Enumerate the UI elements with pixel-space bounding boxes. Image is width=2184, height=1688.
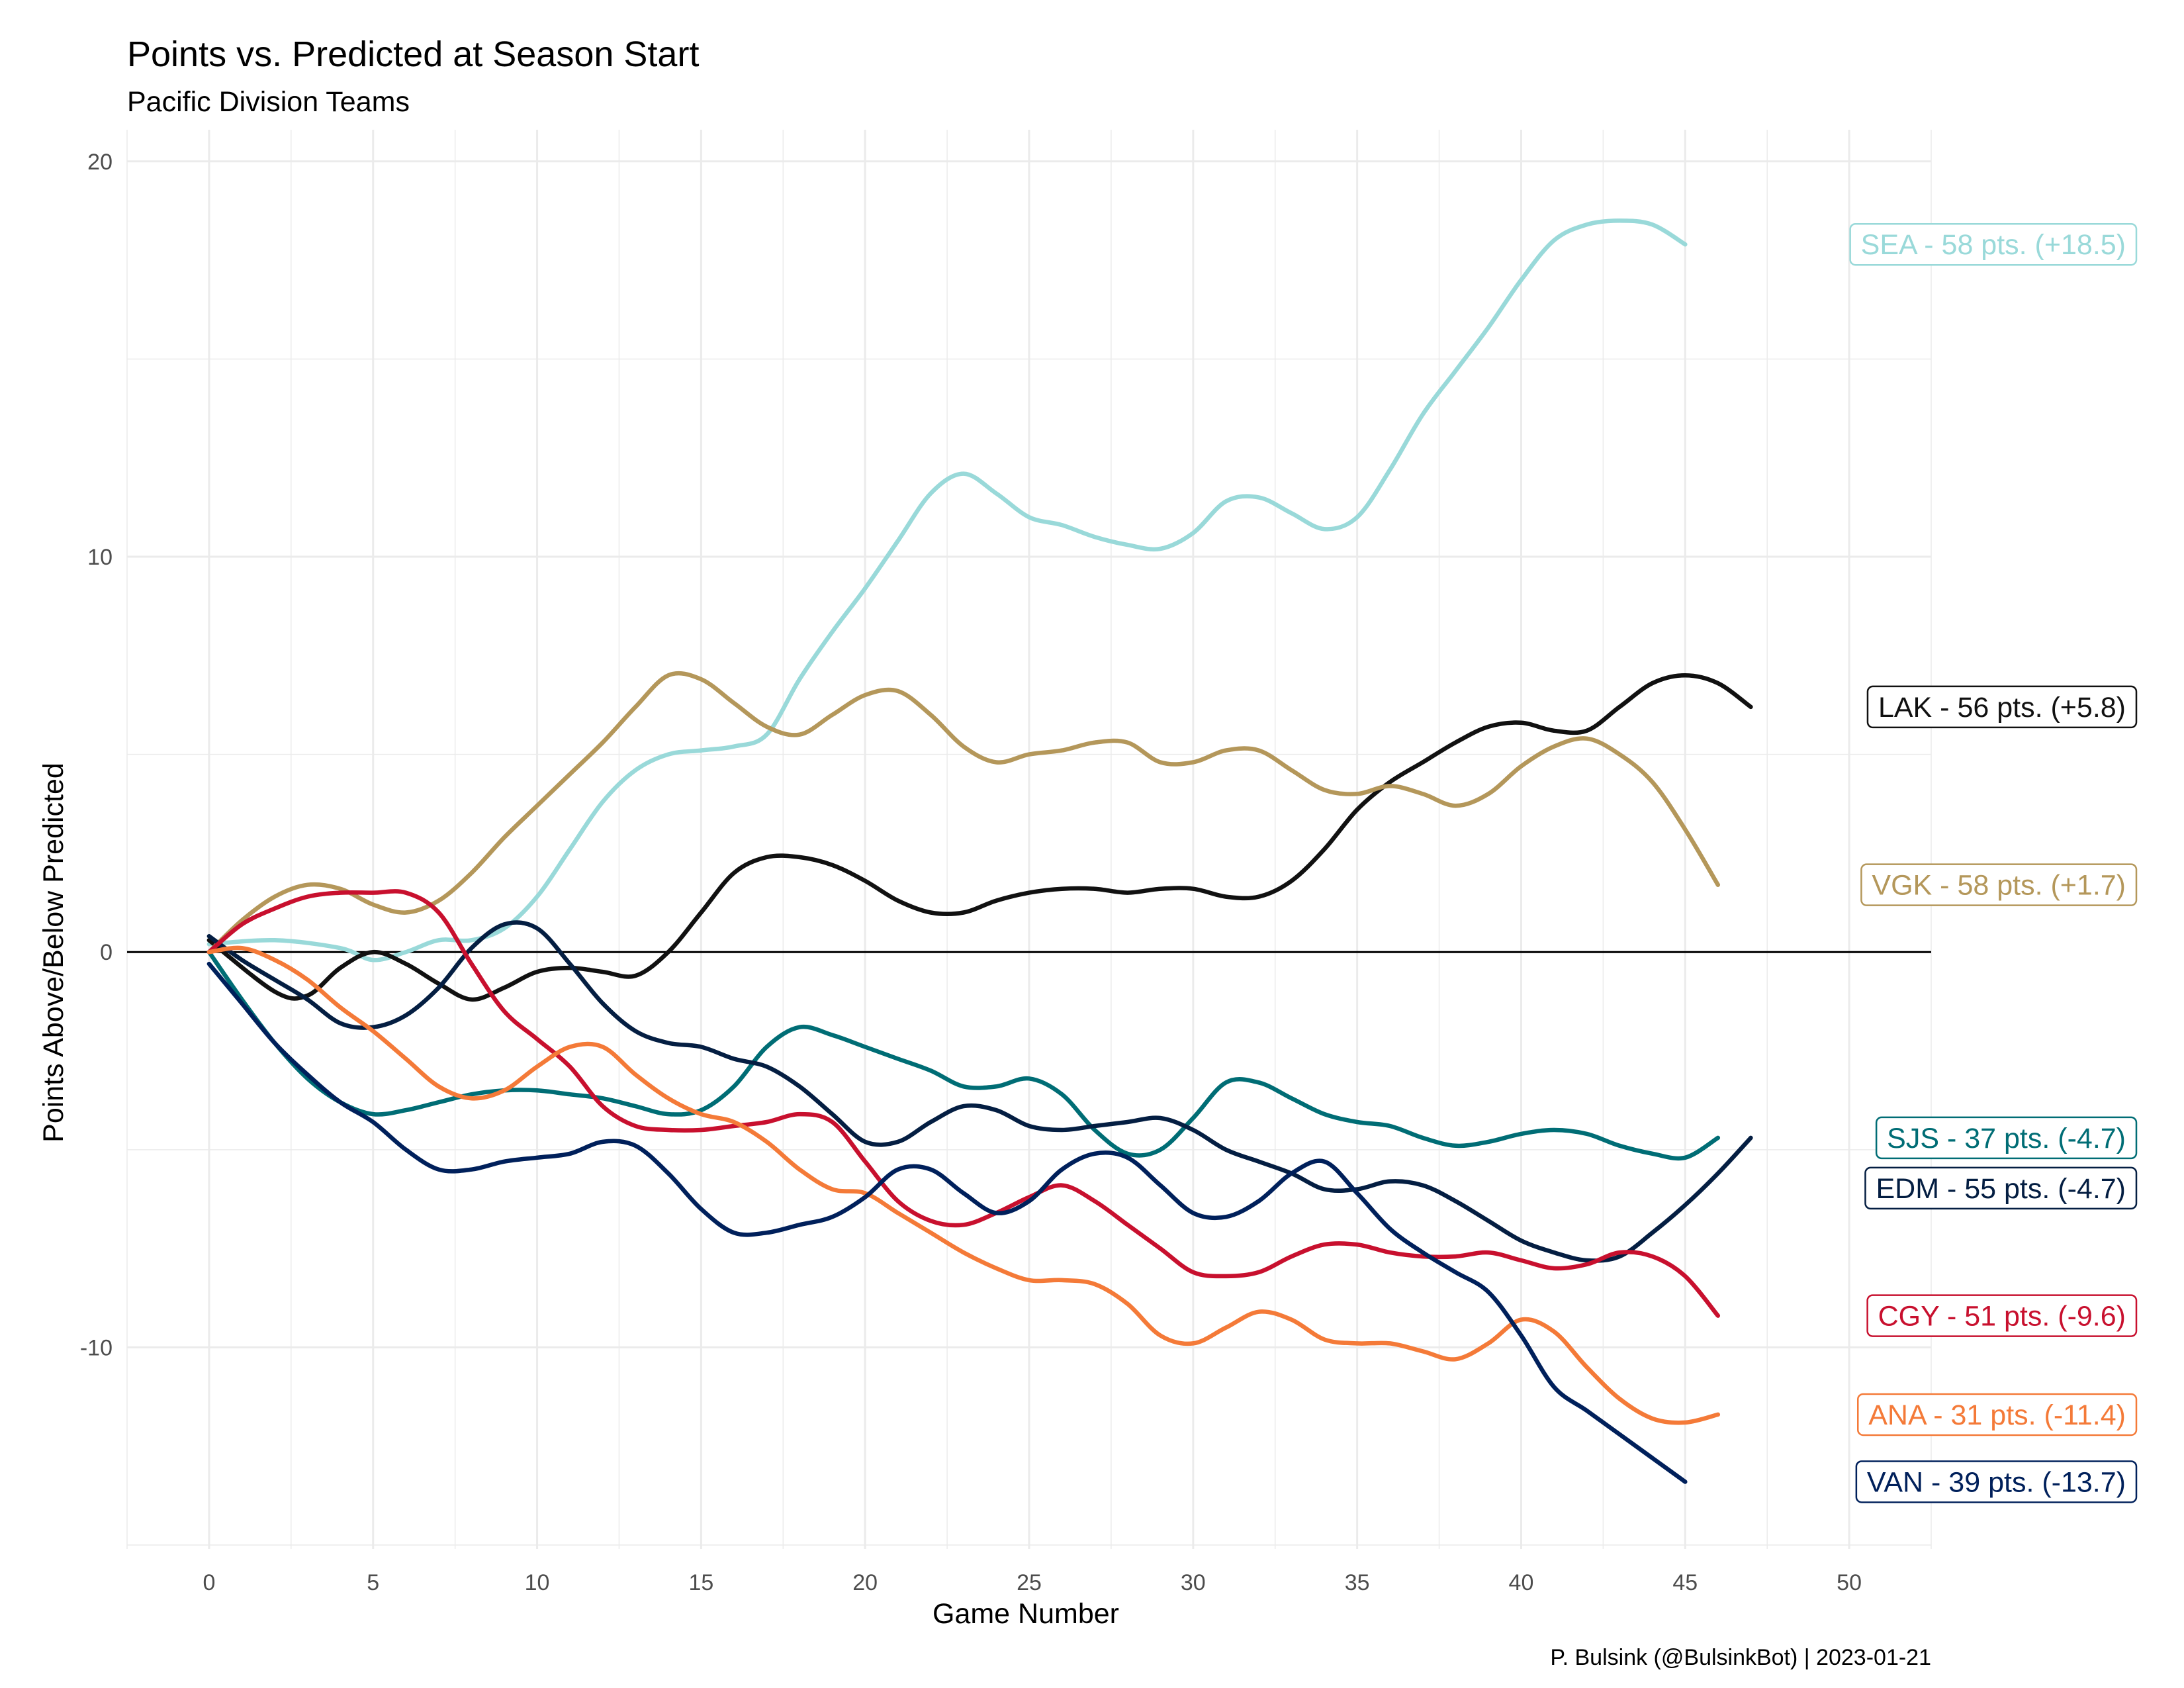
end-label-box-vgk xyxy=(1860,863,2138,906)
end-label-text-van: VAN - 39 pts. (-13.7) xyxy=(1867,1466,2126,1498)
end-label-box-edm xyxy=(1864,1166,2138,1210)
series-line-vgk xyxy=(206,671,1721,955)
x-tick-label: 30 xyxy=(1181,1570,1206,1595)
series-line-cgy xyxy=(206,889,1721,1318)
end-label-text-vgk: VGK - 58 pts. (+1.7) xyxy=(1872,870,2126,902)
end-label-text-sjs: SJS - 37 pts. (-4.7) xyxy=(1887,1123,2126,1154)
end-label-text-sea: SEA - 58 pts. (+18.5) xyxy=(1861,229,2126,261)
series-line-lak xyxy=(206,673,1753,1002)
end-label-ana: ANA - 31 pts. (-11.4) xyxy=(1857,1393,2138,1436)
axis-ticks: 0 5 10 15 20 25 30 35 40 45 50 -10 0 10 20 xyxy=(80,150,1862,1595)
y-tick-label: 10 xyxy=(87,545,113,570)
end-label-text-ana: ANA - 31 pts. (-11.4) xyxy=(1868,1399,2126,1431)
series-lines xyxy=(206,218,1753,1484)
end-label-box-van xyxy=(1855,1460,2138,1503)
x-tick-label: 45 xyxy=(1672,1570,1698,1595)
end-labels: SEA - 58 pts. (+18.5) LAK - 56 pts. (+5.8… xyxy=(1849,222,2138,1503)
end-label-text-cgy: CGY - 51 pts. (-9.6) xyxy=(1878,1301,2126,1333)
end-label-cgy: CGY - 51 pts. (-9.6) xyxy=(1866,1294,2138,1337)
x-tick-label: 0 xyxy=(203,1570,215,1595)
series-line-ana xyxy=(206,945,1721,1425)
end-label-edm: EDM - 55 pts. (-4.7) xyxy=(1864,1166,2138,1210)
series-line-edm xyxy=(206,920,1753,1263)
end-label-van: VAN - 39 pts. (-13.7) xyxy=(1855,1460,2138,1503)
chart-title: Points vs. Predicted at Season Start xyxy=(127,34,699,74)
x-tick-label: 20 xyxy=(852,1570,878,1595)
end-label-text-edm: EDM - 55 pts. (-4.7) xyxy=(1876,1173,2126,1205)
x-tick-label: 35 xyxy=(1345,1570,1370,1595)
y-tick-label: 20 xyxy=(87,150,113,175)
y-axis-title: Points Above/Below Predicted xyxy=(38,763,69,1143)
x-axis-title: Game Number xyxy=(933,1598,1119,1630)
end-label-box-sea xyxy=(1849,222,2138,266)
end-label-sjs: SJS - 37 pts. (-4.7) xyxy=(1875,1116,2138,1160)
series-line-van xyxy=(206,961,1688,1484)
y-tick-label: 0 xyxy=(100,940,113,965)
x-tick-label: 15 xyxy=(688,1570,713,1595)
chart-caption: P. Bulsink (@BulsinkBot) | 2023-01-21 xyxy=(1550,1645,1931,1670)
end-label-vgk: VGK - 58 pts. (+1.7) xyxy=(1860,863,2138,906)
end-label-box-sjs xyxy=(1875,1116,2138,1160)
x-tick-label: 40 xyxy=(1509,1570,1534,1595)
x-tick-label: 25 xyxy=(1017,1570,1042,1595)
end-label-box-lak xyxy=(1866,685,2138,729)
end-label-text-lak: LAK - 56 pts. (+5.8) xyxy=(1878,692,2126,724)
x-tick-label: 5 xyxy=(367,1570,379,1595)
end-label-box-cgy xyxy=(1866,1294,2138,1337)
x-tick-label: 10 xyxy=(525,1570,550,1595)
chart-subtitle: Pacific Division Teams xyxy=(127,86,410,118)
end-label-lak: LAK - 56 pts. (+5.8) xyxy=(1866,685,2138,729)
y-tick-label: -10 xyxy=(80,1335,113,1360)
end-label-sea: SEA - 58 pts. (+18.5) xyxy=(1849,222,2138,266)
end-label-box-ana xyxy=(1857,1393,2138,1436)
series-line-sjs xyxy=(206,949,1721,1161)
x-tick-label: 50 xyxy=(1837,1570,1862,1595)
